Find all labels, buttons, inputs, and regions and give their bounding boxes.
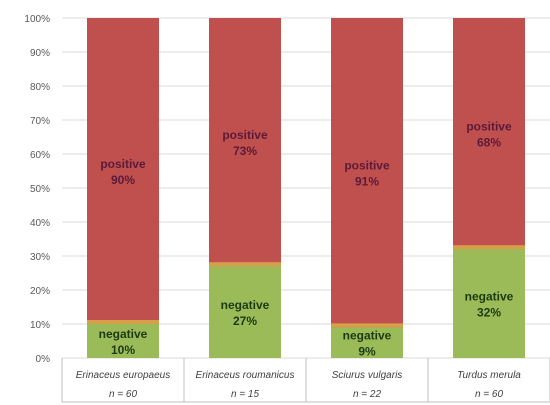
- segment-name-label: negative: [465, 290, 514, 304]
- category-label: Erinaceus europaeus: [76, 370, 171, 381]
- sample-size-label: n = 22: [353, 389, 382, 400]
- y-tick-label: 80%: [30, 82, 50, 93]
- segment-separator: [209, 262, 281, 267]
- segment-separator: [87, 320, 159, 324]
- segment-name-label: positive: [100, 157, 146, 171]
- bar-group: [331, 18, 403, 358]
- bar-segment-positive: [87, 18, 159, 324]
- bar-segment-negative: [209, 266, 281, 358]
- segment-value-label: 27%: [233, 314, 257, 328]
- segment-name-label: negative: [99, 327, 148, 341]
- segment-value-label: 90%: [111, 173, 135, 187]
- y-tick-label: 30%: [30, 252, 50, 263]
- y-tick-label: 70%: [30, 116, 50, 127]
- category-table: Erinaceus europaeus n = 60 Erinaceus rouma…: [61, 358, 550, 403]
- bar-labels: negative 10% positive 90% negative 27% positiv…: [99, 120, 514, 359]
- segment-value-label: 32%: [477, 306, 501, 320]
- y-tick-label: 10%: [30, 320, 50, 331]
- segment-name-label: positive: [466, 120, 512, 134]
- segment-separator: [331, 323, 403, 328]
- bar-segment-negative: [87, 324, 159, 358]
- y-axis-ticks: 0% 10% 20% 30% 40% 50% 60% 70% 80% 90% 100%: [24, 14, 50, 365]
- category-label: Erinaceus roumanicus: [196, 370, 295, 381]
- sample-size-label: n = 60: [109, 389, 138, 400]
- bar-segment-negative: [331, 327, 403, 358]
- sample-size-label: n = 15: [231, 389, 260, 400]
- bar-segment-negative: [453, 249, 525, 358]
- bar-group: [87, 18, 159, 358]
- segment-name-label: negative: [221, 298, 270, 312]
- bars: [87, 18, 525, 358]
- bar-segment-positive: [209, 18, 281, 267]
- segment-value-label: 10%: [111, 343, 135, 357]
- segment-value-label: 9%: [358, 345, 376, 359]
- segment-value-label: 73%: [233, 144, 257, 158]
- segment-value-label: 68%: [477, 136, 501, 150]
- sample-size-label: n = 60: [475, 389, 504, 400]
- y-tick-label: 60%: [30, 150, 50, 161]
- segment-value-label: 91%: [355, 175, 379, 189]
- segment-name-label: positive: [344, 159, 390, 173]
- segment-name-label: negative: [343, 329, 392, 343]
- category-label: Sciurus vulgaris: [332, 370, 403, 381]
- y-tick-label: 50%: [30, 184, 50, 195]
- y-tick-label: 90%: [30, 48, 50, 59]
- bar-segment-positive: [453, 18, 525, 250]
- segment-separator: [453, 245, 525, 250]
- y-tick-label: 20%: [30, 286, 50, 297]
- bar-segment-positive: [331, 18, 403, 328]
- bar-group: [209, 18, 281, 358]
- bar-group: [453, 18, 525, 358]
- category-label: Turdus merula: [457, 370, 521, 381]
- segment-name-label: positive: [222, 128, 268, 142]
- y-tick-label: 40%: [30, 218, 50, 229]
- y-tick-label: 100%: [24, 14, 50, 25]
- y-tick-label: 0%: [36, 354, 51, 365]
